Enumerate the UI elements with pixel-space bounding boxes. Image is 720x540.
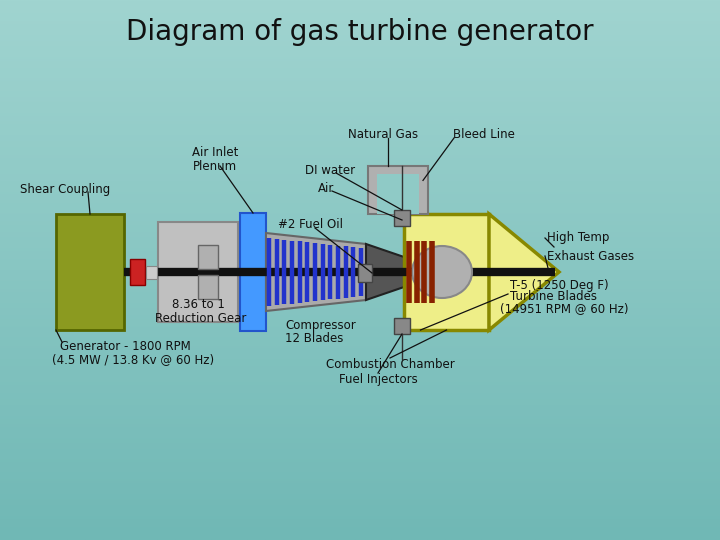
Text: Natural Gas: Natural Gas — [348, 129, 418, 141]
Polygon shape — [366, 244, 404, 300]
Bar — [146, 266, 157, 279]
Bar — [368, 166, 428, 214]
Polygon shape — [489, 214, 559, 330]
Bar — [198, 245, 218, 269]
Text: Fuel Injectors: Fuel Injectors — [338, 374, 418, 387]
Bar — [394, 210, 410, 226]
Text: DI water: DI water — [305, 164, 355, 177]
Text: Shear Coupling: Shear Coupling — [20, 183, 110, 195]
Text: T-5 (1250 Deg F): T-5 (1250 Deg F) — [510, 279, 608, 292]
Text: Air Inlet: Air Inlet — [192, 146, 238, 159]
Bar — [377, 174, 419, 214]
Text: Diagram of gas turbine generator: Diagram of gas turbine generator — [126, 18, 594, 46]
Text: (14951 RPM @ 60 Hz): (14951 RPM @ 60 Hz) — [500, 302, 629, 315]
Text: Generator - 1800 RPM: Generator - 1800 RPM — [60, 341, 191, 354]
Text: 8.36 to 1: 8.36 to 1 — [172, 299, 225, 312]
Polygon shape — [266, 233, 366, 311]
Text: (4.5 MW / 13.8 Kv @ 60 Hz): (4.5 MW / 13.8 Kv @ 60 Hz) — [52, 354, 214, 367]
Bar — [394, 318, 410, 334]
Text: Reduction Gear: Reduction Gear — [155, 312, 246, 325]
Bar — [158, 222, 238, 322]
Text: 12 Blades: 12 Blades — [285, 332, 343, 345]
Ellipse shape — [412, 246, 472, 298]
Text: High Temp: High Temp — [547, 232, 609, 245]
Bar — [358, 264, 372, 282]
Text: Turbine Blades: Turbine Blades — [510, 291, 597, 303]
Text: Compressor: Compressor — [285, 319, 356, 332]
Text: Exhaust Gases: Exhaust Gases — [547, 249, 634, 262]
Bar — [377, 176, 419, 214]
Bar — [130, 259, 145, 285]
Text: Air: Air — [318, 181, 334, 194]
Bar — [404, 214, 489, 330]
Text: Bleed Line: Bleed Line — [453, 129, 515, 141]
Bar — [56, 214, 124, 330]
Text: #2 Fuel Oil: #2 Fuel Oil — [278, 219, 343, 232]
Text: Plenum: Plenum — [193, 159, 237, 172]
Text: Combustion Chamber: Combustion Chamber — [325, 359, 454, 372]
Bar — [240, 213, 266, 331]
Bar — [198, 275, 218, 299]
